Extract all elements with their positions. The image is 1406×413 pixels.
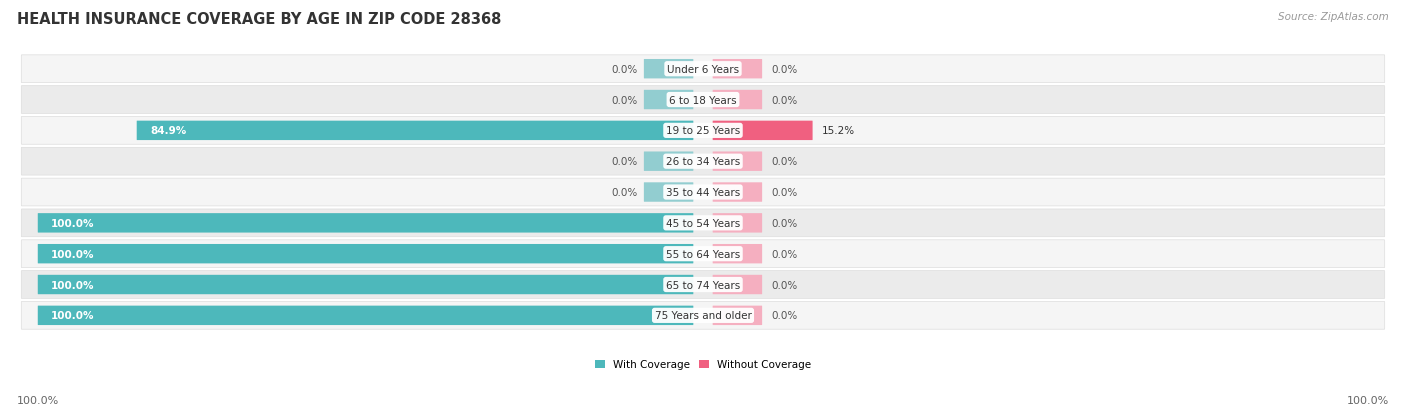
Text: 0.0%: 0.0%	[772, 95, 799, 105]
FancyBboxPatch shape	[38, 306, 693, 325]
Text: 100.0%: 100.0%	[51, 249, 94, 259]
FancyBboxPatch shape	[644, 183, 693, 202]
Text: Source: ZipAtlas.com: Source: ZipAtlas.com	[1278, 12, 1389, 22]
Text: 75 Years and older: 75 Years and older	[655, 311, 751, 320]
FancyBboxPatch shape	[21, 271, 1385, 299]
FancyBboxPatch shape	[713, 60, 762, 79]
Text: 84.9%: 84.9%	[150, 126, 186, 136]
FancyBboxPatch shape	[713, 306, 762, 325]
Text: 0.0%: 0.0%	[772, 157, 799, 167]
FancyBboxPatch shape	[713, 121, 813, 141]
Legend: With Coverage, Without Coverage: With Coverage, Without Coverage	[595, 360, 811, 370]
FancyBboxPatch shape	[713, 183, 762, 202]
Text: 0.0%: 0.0%	[612, 157, 637, 167]
Text: HEALTH INSURANCE COVERAGE BY AGE IN ZIP CODE 28368: HEALTH INSURANCE COVERAGE BY AGE IN ZIP …	[17, 12, 502, 27]
Text: 35 to 44 Years: 35 to 44 Years	[666, 188, 740, 197]
FancyBboxPatch shape	[136, 121, 693, 141]
FancyBboxPatch shape	[21, 209, 1385, 237]
Text: 0.0%: 0.0%	[612, 95, 637, 105]
FancyBboxPatch shape	[21, 302, 1385, 330]
Text: 19 to 25 Years: 19 to 25 Years	[666, 126, 740, 136]
Text: Under 6 Years: Under 6 Years	[666, 64, 740, 74]
Text: 0.0%: 0.0%	[772, 64, 799, 74]
FancyBboxPatch shape	[713, 90, 762, 110]
Text: 100.0%: 100.0%	[1347, 395, 1389, 405]
Text: 0.0%: 0.0%	[772, 311, 799, 320]
FancyBboxPatch shape	[21, 148, 1385, 176]
Text: 6 to 18 Years: 6 to 18 Years	[669, 95, 737, 105]
Text: 100.0%: 100.0%	[51, 311, 94, 320]
Text: 0.0%: 0.0%	[772, 188, 799, 197]
Text: 65 to 74 Years: 65 to 74 Years	[666, 280, 740, 290]
Text: 15.2%: 15.2%	[823, 126, 855, 136]
Text: 0.0%: 0.0%	[612, 64, 637, 74]
Text: 0.0%: 0.0%	[612, 188, 637, 197]
Text: 100.0%: 100.0%	[51, 280, 94, 290]
FancyBboxPatch shape	[713, 152, 762, 171]
FancyBboxPatch shape	[21, 179, 1385, 206]
FancyBboxPatch shape	[713, 244, 762, 264]
Text: 55 to 64 Years: 55 to 64 Years	[666, 249, 740, 259]
FancyBboxPatch shape	[713, 275, 762, 294]
Text: 100.0%: 100.0%	[17, 395, 59, 405]
FancyBboxPatch shape	[713, 214, 762, 233]
FancyBboxPatch shape	[38, 214, 693, 233]
FancyBboxPatch shape	[21, 240, 1385, 268]
Text: 0.0%: 0.0%	[772, 218, 799, 228]
FancyBboxPatch shape	[21, 86, 1385, 114]
FancyBboxPatch shape	[644, 60, 693, 79]
Text: 0.0%: 0.0%	[772, 280, 799, 290]
Text: 0.0%: 0.0%	[772, 249, 799, 259]
Text: 100.0%: 100.0%	[51, 218, 94, 228]
FancyBboxPatch shape	[38, 244, 693, 264]
Text: 26 to 34 Years: 26 to 34 Years	[666, 157, 740, 167]
FancyBboxPatch shape	[38, 275, 693, 294]
FancyBboxPatch shape	[21, 117, 1385, 145]
FancyBboxPatch shape	[644, 90, 693, 110]
FancyBboxPatch shape	[644, 152, 693, 171]
FancyBboxPatch shape	[21, 56, 1385, 83]
Text: 45 to 54 Years: 45 to 54 Years	[666, 218, 740, 228]
